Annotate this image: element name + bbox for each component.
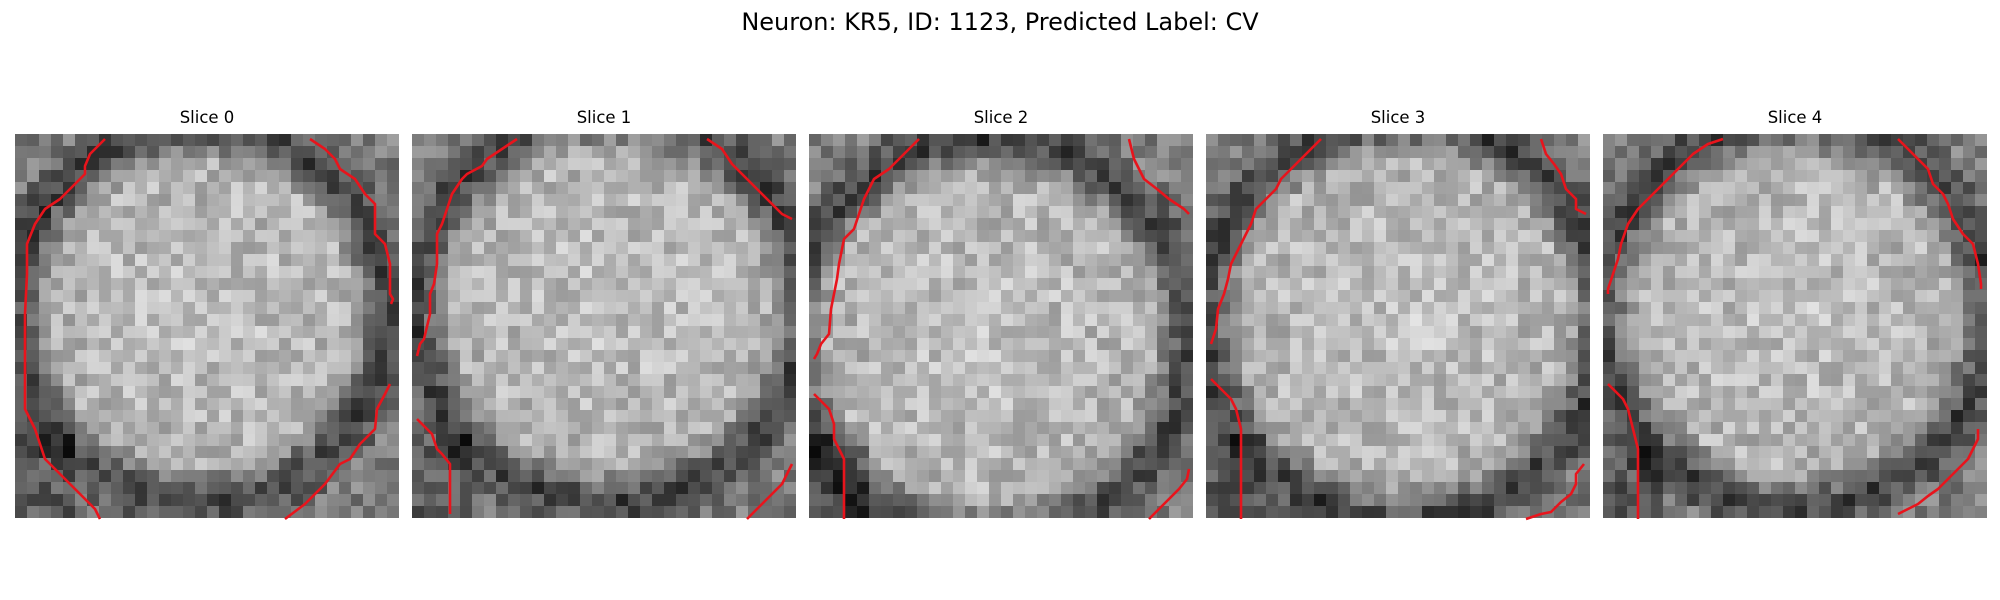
slice-image [809,134,1193,518]
slice-panel-4: Slice 4 [1603,108,1987,519]
slice-panel-1: Slice 1 [412,108,796,520]
slice-panel-3: Slice 3 [1206,108,1590,521]
contour-line [1525,463,1586,521]
contour-overlay [812,138,1191,520]
contour-overlay [1606,137,1983,519]
contour-overlay [23,137,395,521]
contour-line [1209,138,1322,345]
contour-line [1148,468,1191,520]
contour-line [1606,137,1724,294]
contour-line [1897,138,1983,289]
contour-overlay [1209,138,1587,521]
figure-title: Neuron: KR5, ID: 1123, Predicted Label: … [741,8,1259,36]
contour-overlay [415,137,794,520]
contour-line [1127,138,1190,215]
slice-panel-0: Slice 0 [15,108,399,521]
contour-line [284,383,392,521]
contour-line [1539,138,1587,216]
slice-panel-2: Slice 2 [809,108,1193,520]
contour-line [706,137,793,221]
slice-image [15,134,399,518]
contour-line [1897,429,1980,516]
contour-line [309,137,395,305]
slice-title: Slice 1 [576,108,632,127]
contour-line [1210,378,1243,519]
contour-line [1607,383,1640,519]
slice-title: Slice 2 [973,108,1029,127]
contour-line [813,393,846,519]
slice-title: Slice 4 [1767,108,1823,127]
contour-line [415,137,518,357]
contour-line [416,418,452,514]
slice-title: Slice 0 [179,108,235,127]
slice-image [1603,134,1987,518]
contour-line [812,138,920,360]
slice-title: Slice 3 [1370,108,1426,127]
slice-image [1206,134,1590,518]
contour-line [23,138,106,520]
slice-image [412,134,796,518]
contour-line [746,463,794,520]
